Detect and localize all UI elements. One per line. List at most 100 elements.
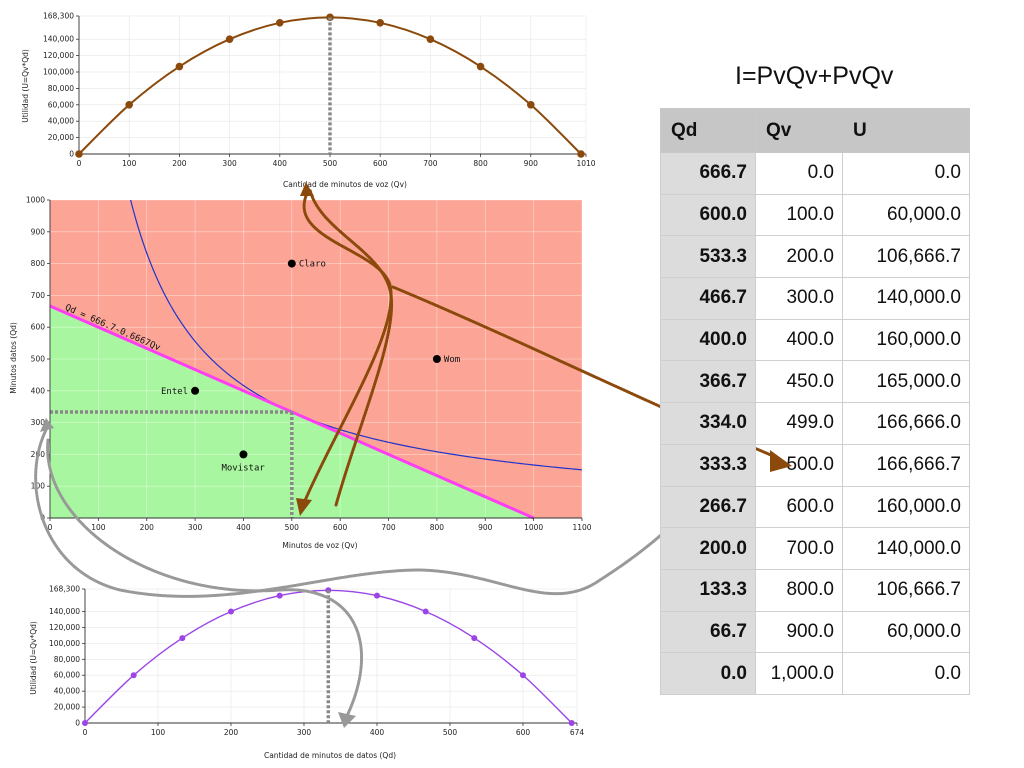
x-tick-label: 400 bbox=[273, 159, 288, 168]
bottom-data-point bbox=[568, 720, 575, 726]
x-tick-label: 700 bbox=[423, 159, 438, 168]
bottom-data-point bbox=[130, 672, 137, 679]
x-tick-label: 400 bbox=[236, 523, 251, 532]
y-tick-label: 400 bbox=[31, 386, 46, 395]
x-tick-label: 600 bbox=[516, 728, 531, 737]
x-tick-label: 700 bbox=[381, 523, 396, 532]
x-tick-label: 600 bbox=[373, 159, 388, 168]
cell-u: 106,666.7 bbox=[842, 235, 970, 279]
cell-qv: 900.0 bbox=[755, 610, 843, 654]
x-tick-label: 0 bbox=[48, 523, 53, 532]
gray-arrowhead-2 bbox=[338, 712, 356, 728]
table-row: 400.0 400.0 160,000.0 bbox=[660, 318, 970, 362]
cell-qd: 200.0 bbox=[660, 527, 756, 570]
table-row: 66.7 900.0 60,000.0 bbox=[660, 610, 970, 654]
x-tick-label: 0 bbox=[83, 728, 88, 737]
y-tick-label: 20,000 bbox=[54, 703, 80, 712]
operator-point-movistar bbox=[239, 450, 248, 459]
top-chart-grid bbox=[78, 15, 587, 155]
formula-title: I=PvQv+PvQv bbox=[735, 62, 894, 90]
x-tick-label: 674 bbox=[570, 728, 585, 737]
bottom-data-point bbox=[227, 608, 234, 615]
header-u: U bbox=[842, 108, 970, 153]
x-tick-label: 100 bbox=[91, 523, 106, 532]
top-data-point bbox=[275, 19, 284, 27]
top-data-point bbox=[577, 150, 585, 158]
top-data-point bbox=[376, 19, 384, 27]
x-tick-label: 100 bbox=[122, 159, 137, 168]
cell-qv: 700.0 bbox=[755, 527, 843, 570]
cell-qv: 300.0 bbox=[755, 277, 843, 320]
y-tick-label: 120,000 bbox=[49, 623, 80, 632]
table-row: 466.7 300.0 140,000.0 bbox=[660, 277, 970, 320]
cell-u: 140,000.0 bbox=[842, 277, 970, 320]
table-row: 533.3 200.0 106,666.7 bbox=[660, 235, 970, 279]
brown-arrowhead-3 bbox=[300, 182, 314, 196]
top-data-point bbox=[175, 62, 184, 71]
bottom-chart-tick-labels: 0 100 200 300 400 500 600 674 0 20,000 40,000 60,00… bbox=[49, 585, 584, 738]
x-tick-label: 1010 bbox=[576, 159, 595, 168]
cell-u: 60,000.0 bbox=[842, 193, 970, 237]
x-tick-label: 1000 bbox=[524, 523, 543, 532]
y-tick-label: 120,000 bbox=[43, 51, 74, 60]
bottom-data-point bbox=[373, 592, 380, 599]
x-tick-label: 300 bbox=[297, 728, 312, 737]
top-chart-points bbox=[75, 13, 585, 158]
bottom-data-point bbox=[422, 608, 429, 615]
y-tick-label: 0 bbox=[69, 150, 74, 159]
y-tick-label: 40,000 bbox=[54, 687, 80, 696]
cell-qv: 450.0 bbox=[755, 360, 843, 404]
y-tick-label: 300 bbox=[31, 418, 46, 427]
operator-label: Entel bbox=[161, 387, 188, 397]
cell-u: 166,666.0 bbox=[842, 402, 970, 445]
x-tick-label: 100 bbox=[151, 728, 166, 737]
x-tick-label: 500 bbox=[323, 159, 338, 168]
y-tick-label: 0 bbox=[75, 719, 80, 728]
y-tick-label: 140,000 bbox=[43, 35, 74, 44]
brown-arrow-mid-to-top bbox=[308, 188, 394, 507]
cell-qd: 133.3 bbox=[660, 568, 756, 612]
table-row: 666.7 0.0 0.0 bbox=[660, 152, 970, 195]
bottom-chart-ylabel: Utilidad (U=Qv*Qd) bbox=[29, 621, 38, 695]
operator-point-entel bbox=[191, 386, 200, 395]
y-tick-label: 1000 bbox=[26, 196, 45, 205]
utility-vs-data-chart: 0 100 200 300 400 500 600 674 0 20,000 40,000 60,00… bbox=[29, 585, 584, 761]
y-tick-label: 600 bbox=[31, 323, 46, 332]
cell-qd: 466.7 bbox=[660, 277, 756, 320]
cell-u: 160,000.0 bbox=[842, 485, 970, 529]
x-tick-label: 200 bbox=[224, 728, 239, 737]
top-chart-ylabel: Utilidad (U=Qv*Qd) bbox=[21, 49, 30, 123]
y-tick-label: 20,000 bbox=[48, 133, 74, 142]
operator-label: Claro bbox=[299, 260, 326, 270]
bottom-data-point bbox=[471, 635, 478, 642]
x-tick-label: 900 bbox=[478, 523, 493, 532]
y-tick-label: 40,000 bbox=[48, 117, 74, 126]
cell-qd: 400.0 bbox=[660, 318, 756, 362]
budget-constraint-chart: Qd = 666.7-0.6667Qv ClaroWomEntelMovista… bbox=[9, 196, 592, 551]
bottom-data-point bbox=[519, 672, 526, 679]
operator-label: Movistar bbox=[221, 463, 265, 473]
x-tick-label: 300 bbox=[188, 523, 203, 532]
bottom-chart-xlabel: Cantidad de minutos de datos (Qd) bbox=[264, 751, 396, 760]
x-tick-label: 200 bbox=[172, 159, 187, 168]
bottom-data-point bbox=[82, 720, 88, 726]
cell-qv: 0.0 bbox=[755, 152, 843, 195]
top-chart-xlabel: Cantidad de minutos de voz (Qv) bbox=[283, 180, 407, 189]
cell-qd: 0.0 bbox=[660, 652, 756, 695]
gray-arrow-mid-to-table bbox=[34, 426, 704, 598]
cell-qd: 266.7 bbox=[660, 485, 756, 529]
mid-chart-xlabel: Minutos de voz (Qv) bbox=[282, 541, 357, 550]
table-row: 133.3 800.0 106,666.7 bbox=[660, 568, 970, 612]
brown-arrowhead-1 bbox=[296, 498, 312, 516]
y-tick-label: 100,000 bbox=[43, 68, 74, 77]
x-tick-label: 600 bbox=[333, 523, 348, 532]
table-row: 0.0 1,000.0 0.0 bbox=[660, 652, 970, 695]
y-tick-label: 80,000 bbox=[48, 84, 74, 93]
cell-qv: 1,000.0 bbox=[755, 652, 843, 695]
x-tick-label: 800 bbox=[430, 523, 445, 532]
table-row: 366.7 450.0 165,000.0 bbox=[660, 360, 970, 404]
cell-qv: 500.0 bbox=[755, 443, 843, 487]
x-tick-label: 900 bbox=[524, 159, 539, 168]
cell-u: 60,000.0 bbox=[842, 610, 970, 654]
top-data-point bbox=[476, 62, 485, 71]
